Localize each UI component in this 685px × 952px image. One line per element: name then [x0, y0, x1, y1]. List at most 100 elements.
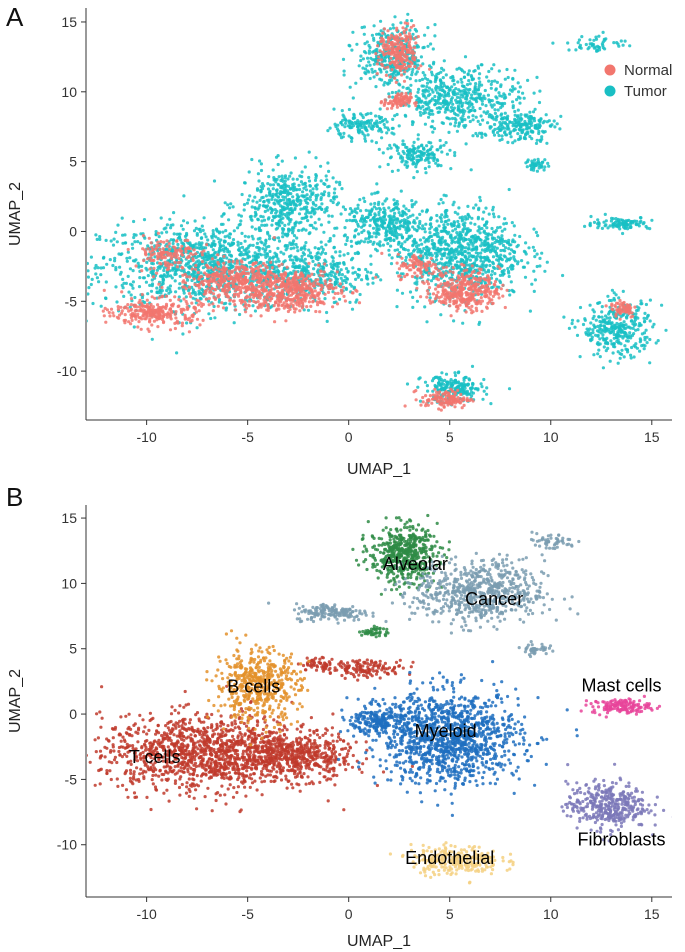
point	[377, 32, 381, 36]
point	[260, 182, 265, 186]
point	[508, 252, 512, 256]
point	[193, 219, 197, 223]
point	[348, 85, 352, 89]
point	[316, 255, 320, 259]
point	[598, 319, 602, 324]
point	[473, 247, 477, 251]
point	[224, 229, 228, 233]
point	[356, 275, 360, 279]
point	[518, 85, 522, 89]
point	[484, 104, 488, 108]
y-tick-label: -10	[57, 363, 77, 379]
point	[253, 210, 257, 214]
point	[351, 266, 355, 270]
point	[265, 260, 269, 264]
point	[331, 290, 335, 294]
point	[452, 82, 456, 86]
point	[297, 183, 301, 187]
point	[423, 305, 427, 309]
point	[379, 34, 384, 38]
point	[413, 227, 417, 231]
point	[392, 132, 396, 136]
point	[489, 402, 493, 406]
point	[313, 246, 317, 250]
point	[621, 336, 625, 340]
point	[319, 223, 323, 227]
point	[625, 339, 629, 343]
point	[562, 315, 566, 319]
point	[268, 266, 272, 271]
point	[266, 187, 271, 191]
point	[313, 221, 317, 225]
point	[361, 220, 365, 224]
point	[522, 249, 527, 253]
point	[480, 102, 485, 106]
point	[439, 219, 444, 224]
point	[295, 177, 299, 181]
point	[604, 349, 608, 353]
point	[303, 182, 307, 186]
point	[477, 85, 481, 89]
point	[648, 361, 652, 365]
point	[346, 252, 350, 256]
point	[367, 70, 371, 74]
point	[383, 56, 388, 60]
point	[358, 292, 362, 297]
point	[408, 153, 413, 157]
point	[390, 90, 394, 95]
point	[439, 252, 443, 256]
point	[493, 127, 497, 131]
point	[500, 229, 504, 233]
point	[353, 229, 357, 233]
point	[227, 266, 231, 270]
point	[484, 265, 488, 269]
point	[296, 195, 300, 199]
point	[397, 82, 401, 86]
point	[415, 170, 419, 174]
point	[326, 185, 330, 189]
point	[366, 56, 370, 60]
point	[392, 198, 396, 202]
point	[591, 331, 595, 335]
point	[408, 214, 412, 218]
point	[443, 220, 447, 224]
point	[516, 81, 520, 85]
point	[405, 230, 409, 235]
point	[448, 148, 452, 152]
point	[375, 32, 379, 36]
point	[330, 214, 334, 218]
point	[370, 33, 374, 37]
point	[372, 38, 376, 42]
point	[452, 106, 456, 110]
point	[378, 216, 383, 220]
point	[478, 238, 482, 242]
point	[456, 92, 460, 96]
point	[378, 240, 382, 244]
point	[392, 215, 396, 219]
point	[576, 319, 580, 323]
point	[406, 237, 410, 241]
point	[443, 93, 447, 97]
point	[426, 239, 430, 243]
point	[384, 238, 388, 242]
point	[369, 111, 373, 115]
point	[439, 217, 443, 221]
point	[342, 131, 346, 135]
point	[469, 221, 473, 225]
point	[395, 112, 399, 117]
point	[274, 254, 278, 258]
point	[441, 379, 445, 383]
point	[469, 390, 474, 394]
point	[388, 220, 392, 224]
point	[466, 204, 470, 208]
point	[524, 127, 528, 131]
point	[265, 252, 269, 256]
point	[162, 274, 166, 278]
point	[434, 161, 438, 165]
point	[370, 67, 374, 71]
point	[455, 129, 459, 133]
point	[443, 210, 447, 214]
point	[225, 256, 229, 260]
point	[639, 216, 643, 220]
point	[373, 69, 377, 73]
